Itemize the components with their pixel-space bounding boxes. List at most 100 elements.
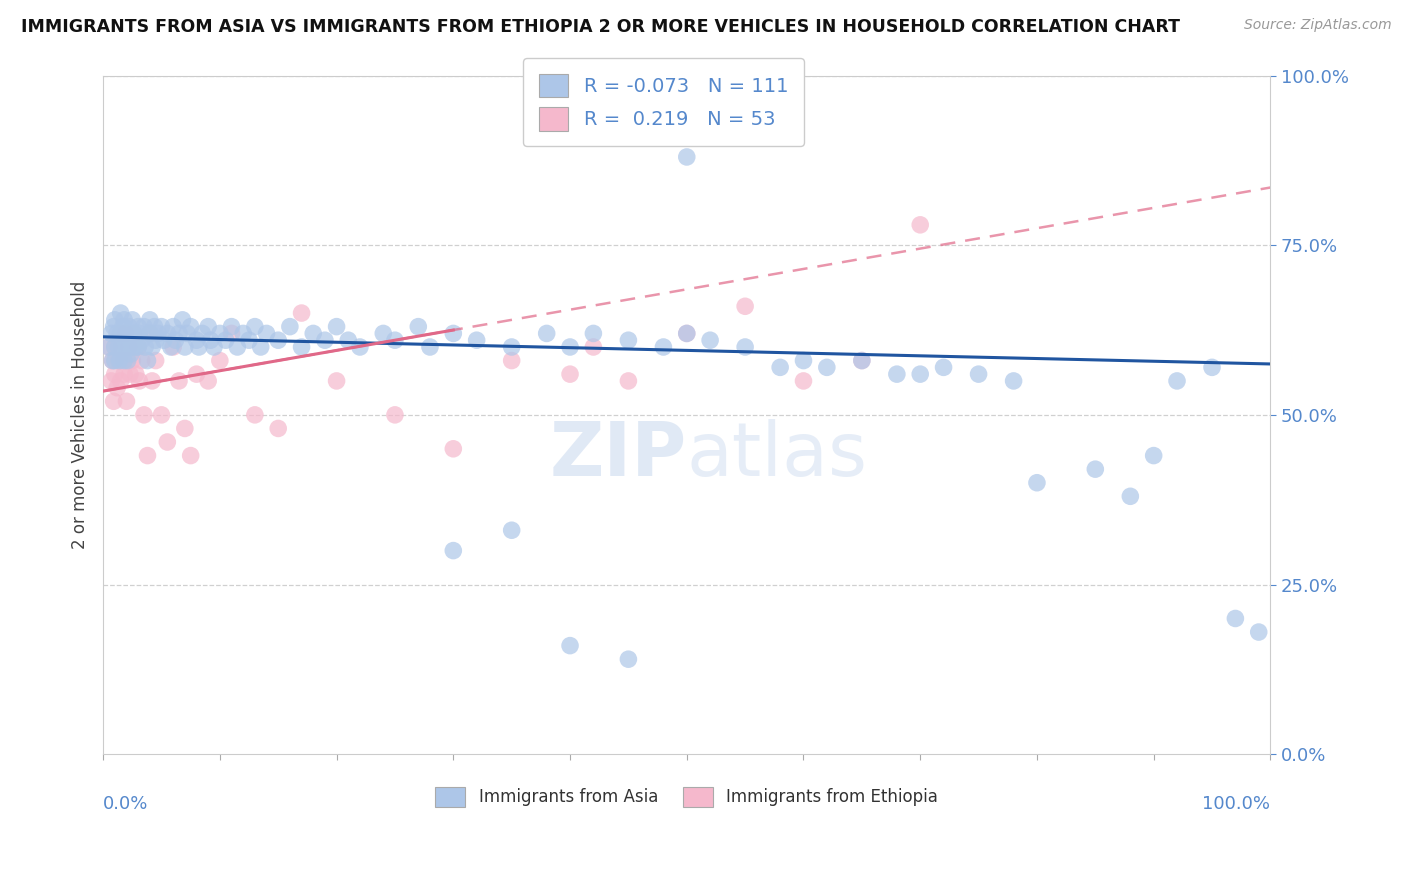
- Point: [114, 326, 136, 341]
- Point: [112, 313, 135, 327]
- Point: [441, 543, 464, 558]
- Point: [139, 313, 162, 327]
- Point: [103, 394, 125, 409]
- Point: [652, 340, 675, 354]
- Point: [851, 353, 873, 368]
- Point: [249, 340, 271, 354]
- Point: [243, 408, 266, 422]
- Point: [101, 353, 124, 368]
- Text: 100.0%: 100.0%: [1202, 795, 1271, 813]
- Point: [290, 306, 312, 320]
- Point: [122, 326, 145, 341]
- Point: [967, 367, 990, 381]
- Text: Source: ZipAtlas.com: Source: ZipAtlas.com: [1244, 18, 1392, 32]
- Point: [349, 340, 371, 354]
- Point: [128, 374, 150, 388]
- Point: [128, 326, 150, 341]
- Point: [932, 360, 955, 375]
- Point: [122, 326, 145, 341]
- Legend: Immigrants from Asia, Immigrants from Ethiopia: Immigrants from Asia, Immigrants from Et…: [429, 780, 945, 814]
- Point: [165, 333, 187, 347]
- Point: [104, 340, 127, 354]
- Point: [238, 333, 260, 347]
- Point: [617, 333, 640, 347]
- Point: [675, 326, 697, 341]
- Point: [180, 449, 202, 463]
- Point: [100, 326, 122, 341]
- Point: [256, 326, 278, 341]
- Point: [150, 408, 173, 422]
- Point: [121, 353, 143, 368]
- Point: [815, 360, 838, 375]
- Point: [104, 353, 127, 368]
- Point: [180, 319, 202, 334]
- Point: [302, 326, 325, 341]
- Point: [105, 381, 128, 395]
- Point: [167, 326, 190, 341]
- Point: [197, 374, 219, 388]
- Point: [162, 319, 184, 334]
- Point: [127, 340, 149, 354]
- Point: [104, 367, 127, 381]
- Point: [132, 408, 155, 422]
- Point: [134, 340, 156, 354]
- Text: atlas: atlas: [686, 419, 868, 492]
- Point: [1026, 475, 1049, 490]
- Point: [141, 374, 163, 388]
- Point: [792, 353, 814, 368]
- Point: [699, 333, 721, 347]
- Point: [200, 333, 222, 347]
- Point: [187, 340, 209, 354]
- Text: ZIP: ZIP: [550, 419, 686, 492]
- Point: [384, 408, 406, 422]
- Point: [1002, 374, 1025, 388]
- Point: [582, 326, 605, 341]
- Point: [325, 374, 347, 388]
- Point: [132, 319, 155, 334]
- Point: [278, 319, 301, 334]
- Point: [558, 340, 581, 354]
- Point: [118, 340, 141, 354]
- Point: [215, 333, 238, 347]
- Point: [1143, 449, 1166, 463]
- Point: [127, 319, 149, 334]
- Point: [176, 326, 198, 341]
- Point: [145, 353, 167, 368]
- Point: [115, 353, 138, 368]
- Point: [114, 333, 136, 347]
- Point: [197, 319, 219, 334]
- Point: [131, 333, 153, 347]
- Point: [290, 340, 312, 354]
- Point: [121, 313, 143, 327]
- Point: [384, 333, 406, 347]
- Point: [408, 319, 430, 334]
- Text: IMMIGRANTS FROM ASIA VS IMMIGRANTS FROM ETHIOPIA 2 OR MORE VEHICLES IN HOUSEHOLD: IMMIGRANTS FROM ASIA VS IMMIGRANTS FROM …: [21, 18, 1180, 36]
- Point: [110, 326, 132, 341]
- Point: [125, 367, 148, 381]
- Point: [337, 333, 360, 347]
- Point: [160, 340, 183, 354]
- Point: [107, 340, 129, 354]
- Point: [1166, 374, 1188, 388]
- Point: [111, 319, 134, 334]
- Point: [98, 340, 121, 354]
- Point: [112, 353, 135, 368]
- Point: [139, 326, 162, 341]
- Point: [105, 326, 128, 341]
- Point: [373, 326, 395, 341]
- Point: [115, 394, 138, 409]
- Point: [558, 367, 581, 381]
- Point: [104, 340, 127, 354]
- Point: [115, 340, 138, 354]
- Point: [226, 340, 249, 354]
- Point: [111, 353, 134, 368]
- Point: [120, 347, 142, 361]
- Point: [110, 326, 132, 341]
- Point: [121, 340, 143, 354]
- Point: [202, 340, 225, 354]
- Point: [139, 326, 162, 341]
- Point: [314, 333, 336, 347]
- Point: [156, 435, 179, 450]
- Point: [1247, 625, 1270, 640]
- Point: [118, 333, 141, 347]
